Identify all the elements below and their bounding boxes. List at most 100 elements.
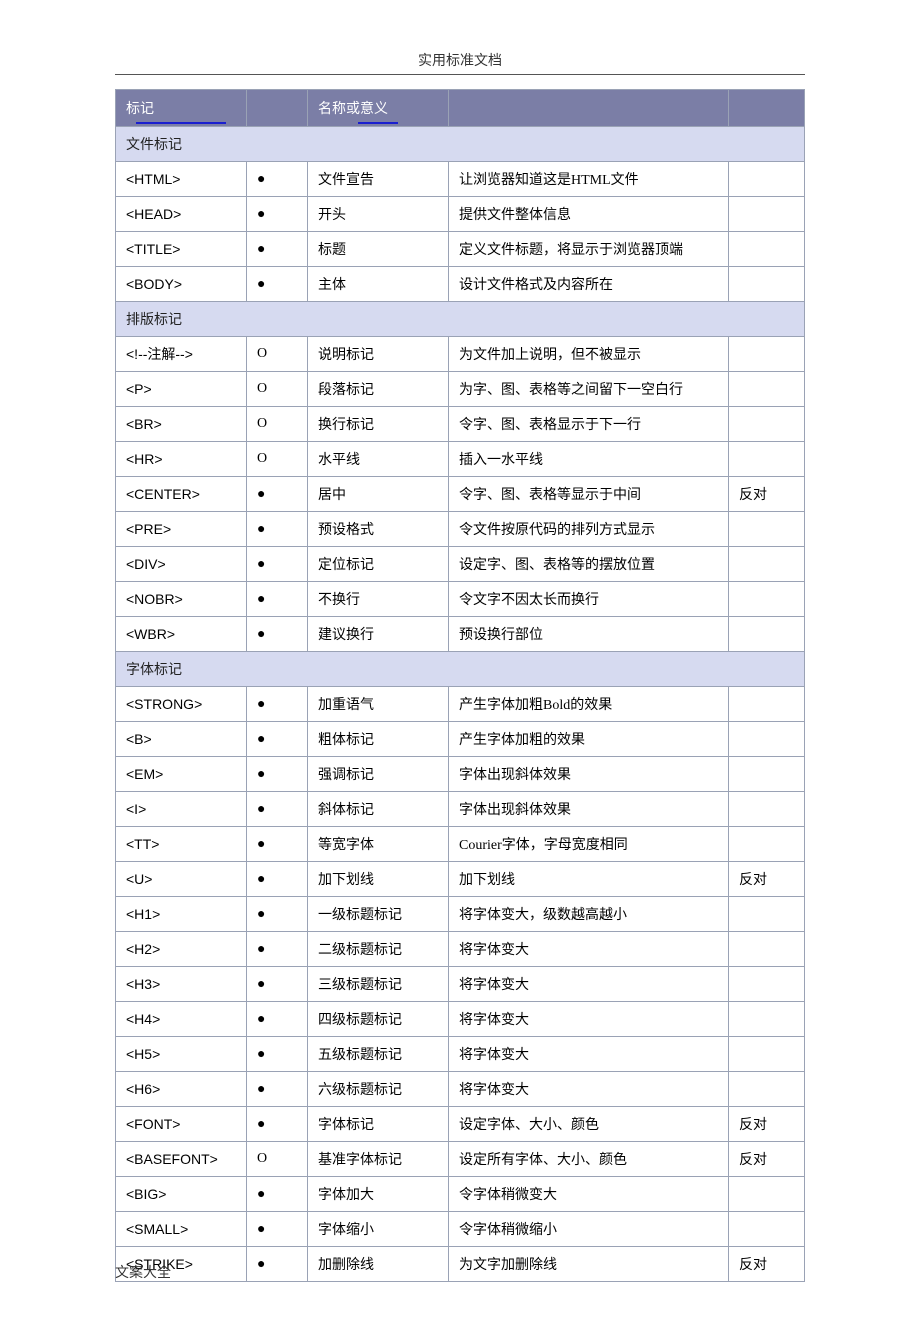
- cell-description: 加下划线: [449, 862, 729, 897]
- html-tags-table: 标记 名称或意义 文件标记<HTML>●文件宣告让浏览器知道这是HTML文件<H…: [115, 89, 805, 1282]
- document-page: 实用标准文档 标记 名称或意义 文件标记<HTML>●文件宣告让浏览器知道这是H…: [0, 0, 920, 1322]
- page-footer: 文案大全: [115, 1262, 171, 1282]
- bullet-icon: ●: [257, 800, 265, 816]
- cell-description: 将字体变大: [449, 932, 729, 967]
- cell-name: 五级标题标记: [308, 1037, 449, 1072]
- table-row: <HR>O水平线插入一水平线: [116, 442, 805, 477]
- cell-tag: <!--注解-->: [116, 337, 247, 372]
- cell-tag: <DIV>: [116, 547, 247, 582]
- cell-type: ●: [247, 162, 308, 197]
- cell-status: 反对: [729, 1142, 805, 1177]
- cell-tag: <EM>: [116, 757, 247, 792]
- bullet-icon: ●: [257, 555, 265, 571]
- cell-name: 一级标题标记: [308, 897, 449, 932]
- open-marker-icon: O: [257, 416, 267, 431]
- cell-description: 将字体变大，级数越高越小: [449, 897, 729, 932]
- cell-type: ●: [247, 547, 308, 582]
- cell-type: ●: [247, 967, 308, 1002]
- cell-type: ●: [247, 932, 308, 967]
- cell-description: 设定所有字体、大小、颜色: [449, 1142, 729, 1177]
- cell-description: 设定字、图、表格等的摆放位置: [449, 547, 729, 582]
- cell-type: ●: [247, 1002, 308, 1037]
- cell-status: [729, 757, 805, 792]
- cell-description: 为文件加上说明，但不被显示: [449, 337, 729, 372]
- cell-tag: <TITLE>: [116, 232, 247, 267]
- table-row: <BR>O换行标记令字、图、表格显示于下一行: [116, 407, 805, 442]
- cell-tag: <FONT>: [116, 1107, 247, 1142]
- cell-description: 将字体变大: [449, 967, 729, 1002]
- open-marker-icon: O: [257, 346, 267, 361]
- bullet-icon: ●: [257, 1045, 265, 1061]
- cell-tag: <CENTER>: [116, 477, 247, 512]
- cell-tag: <TT>: [116, 827, 247, 862]
- section-title: 排版标记: [116, 302, 805, 337]
- table-row: <TT>●等宽字体Courier字体，字母宽度相同: [116, 827, 805, 862]
- table-row: <FONT>●字体标记设定字体、大小、颜色反对: [116, 1107, 805, 1142]
- table-row: <HTML>●文件宣告让浏览器知道这是HTML文件: [116, 162, 805, 197]
- cell-name: 粗体标记: [308, 722, 449, 757]
- cell-name: 强调标记: [308, 757, 449, 792]
- table-row: <P>O段落标记为字、图、表格等之间留下一空白行: [116, 372, 805, 407]
- cell-type: ●: [247, 197, 308, 232]
- cell-name: 开头: [308, 197, 449, 232]
- cell-tag: <P>: [116, 372, 247, 407]
- cell-tag: <STRONG>: [116, 687, 247, 722]
- cell-description: 设定字体、大小、颜色: [449, 1107, 729, 1142]
- bullet-icon: ●: [257, 940, 265, 956]
- cell-name: 主体: [308, 267, 449, 302]
- cell-status: [729, 932, 805, 967]
- section-row: 文件标记: [116, 127, 805, 162]
- cell-name: 建议换行: [308, 617, 449, 652]
- cell-type: ●: [247, 792, 308, 827]
- cell-name: 字体加大: [308, 1177, 449, 1212]
- cell-description: 字体出现斜体效果: [449, 757, 729, 792]
- cell-description: 令字、图、表格显示于下一行: [449, 407, 729, 442]
- cell-tag: <U>: [116, 862, 247, 897]
- cell-description: 将字体变大: [449, 1072, 729, 1107]
- cell-status: [729, 407, 805, 442]
- cell-name: 加删除线: [308, 1247, 449, 1282]
- bullet-icon: ●: [257, 590, 265, 606]
- table-row: <HEAD>●开头提供文件整体信息: [116, 197, 805, 232]
- table-row: <EM> ● 强调标记字体出现斜体效果: [116, 757, 805, 792]
- cell-description: 令文件按原代码的排列方式显示: [449, 512, 729, 547]
- cell-description: 令字体稍微缩小: [449, 1212, 729, 1247]
- bullet-icon: ●: [257, 170, 265, 186]
- cell-name: 换行标记: [308, 407, 449, 442]
- bullet-icon: ●: [257, 975, 265, 991]
- cell-type: ●: [247, 1212, 308, 1247]
- cell-status: 反对: [729, 1247, 805, 1282]
- section-row: 字体标记: [116, 652, 805, 687]
- table-row: <DIV>●定位标记设定字、图、表格等的摆放位置: [116, 547, 805, 582]
- bullet-icon: ●: [257, 1080, 265, 1096]
- bullet-icon: ●: [257, 1185, 265, 1201]
- cell-type: ●: [247, 512, 308, 547]
- section-title: 文件标记: [116, 127, 805, 162]
- table-row: <H1>●一级标题标记将字体变大，级数越高越小: [116, 897, 805, 932]
- bullet-icon: ●: [257, 765, 265, 781]
- cell-tag: <BIG>: [116, 1177, 247, 1212]
- cell-status: [729, 267, 805, 302]
- cell-status: 反对: [729, 1107, 805, 1142]
- cell-name: 六级标题标记: [308, 1072, 449, 1107]
- table-row: <BIG>●字体加大令字体稍微变大: [116, 1177, 805, 1212]
- table-row: <H5>●五级标题标记将字体变大: [116, 1037, 805, 1072]
- cell-tag: <H3>: [116, 967, 247, 1002]
- cell-type: O: [247, 442, 308, 477]
- cell-name: 加重语气: [308, 687, 449, 722]
- table-row: <CENTER>●居中令字、图、表格等显示于中间反对: [116, 477, 805, 512]
- cell-status: [729, 1037, 805, 1072]
- cell-name: 四级标题标记: [308, 1002, 449, 1037]
- cell-description: 令文字不因太长而换行: [449, 582, 729, 617]
- cell-tag: <WBR>: [116, 617, 247, 652]
- cell-status: [729, 197, 805, 232]
- cell-tag: <HTML>: [116, 162, 247, 197]
- cell-description: 定义文件标题，将显示于浏览器顶端: [449, 232, 729, 267]
- cell-type: ●: [247, 722, 308, 757]
- col-header-name-label: 名称或意义: [318, 102, 388, 117]
- cell-tag: <PRE>: [116, 512, 247, 547]
- cell-status: [729, 1072, 805, 1107]
- col-header-tag-label: 标记: [126, 102, 154, 117]
- cell-description: 将字体变大: [449, 1037, 729, 1072]
- cell-name: 基准字体标记: [308, 1142, 449, 1177]
